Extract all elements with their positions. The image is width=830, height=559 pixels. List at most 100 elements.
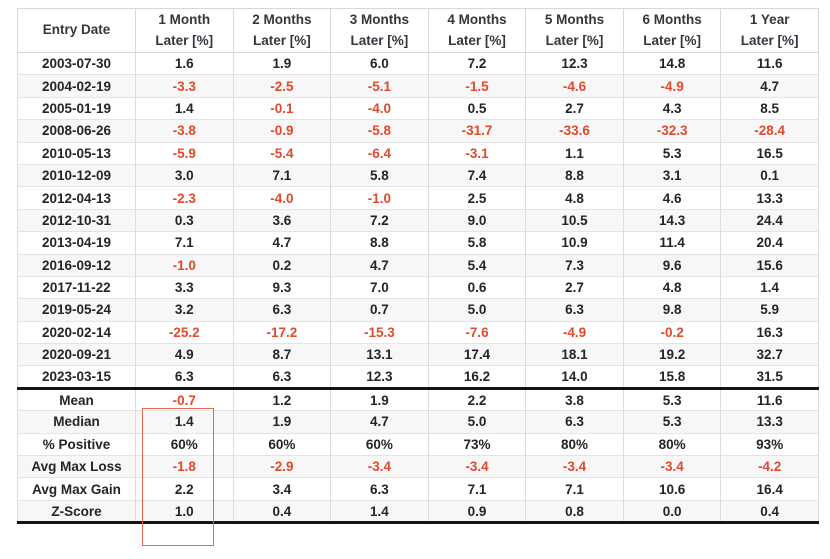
- return-value-cell: 10.5: [525, 208, 624, 232]
- entry-date-cell: 2010-12-09: [17, 163, 136, 187]
- column-header: 2 Months Later [%]: [232, 8, 332, 53]
- return-value-cell: 14.0: [525, 365, 624, 389]
- summary-value-cell: 0.0: [622, 499, 722, 523]
- summary-value-cell: 2.2: [427, 386, 527, 411]
- summary-value-cell: 73%: [427, 432, 527, 456]
- return-value-cell: 18.1: [525, 343, 624, 366]
- entry-date-cell: 2020-02-14: [17, 320, 136, 344]
- return-value-cell: 1.6: [135, 51, 234, 75]
- return-value-cell: 4.9: [135, 343, 234, 366]
- return-value-cell: 8.7: [232, 343, 332, 366]
- return-value-cell: 4.8: [622, 275, 722, 299]
- return-value-cell: 2.5: [427, 186, 527, 210]
- return-value-cell: 3.6: [232, 208, 332, 232]
- return-value-cell: 4.7: [232, 231, 332, 255]
- return-value-cell: -7.6: [427, 320, 527, 344]
- summary-value-cell: -3.4: [330, 455, 429, 478]
- summary-value-cell: 11.6: [720, 386, 819, 411]
- summary-value-cell: 1.4: [135, 410, 234, 434]
- return-value-cell: 6.3: [525, 298, 624, 322]
- summary-value-cell: 80%: [525, 432, 624, 456]
- summary-value-cell: -4.2: [720, 455, 819, 478]
- return-value-cell: 0.2: [232, 253, 332, 277]
- table-row: 2020-09-21 4.9 8.7 13.1 17.4 18.1 19.2 32.7: [17, 343, 819, 366]
- summary-value-cell: 16.4: [720, 477, 819, 501]
- summary-value-cell: 5.3: [622, 410, 722, 434]
- column-header-line: Later [%]: [740, 32, 799, 48]
- return-value-cell: 5.8: [330, 163, 429, 187]
- return-value-cell: 7.2: [427, 51, 527, 75]
- table-row: 2019-05-24 3.2 6.3 0.7 5.0 6.3 9.8 5.9: [17, 298, 819, 322]
- summary-row: Z-Score 1.0 0.4 1.4 0.9 0.8 0.0 0.4: [17, 499, 819, 523]
- table-row: 2010-12-09 3.0 7.1 5.8 7.4 8.8 3.1 0.1: [17, 163, 819, 187]
- return-value-cell: 5.0: [427, 298, 527, 322]
- return-value-cell: 1.4: [720, 275, 819, 299]
- return-value-cell: 9.3: [232, 275, 332, 299]
- return-value-cell: -2.5: [232, 74, 332, 98]
- summary-value-cell: -3.4: [622, 455, 722, 478]
- return-value-cell: 14.8: [622, 51, 722, 75]
- table-row: 2012-04-13 -2.3 -4.0 -1.0 2.5 4.8 4.6 13.3: [17, 186, 819, 210]
- summary-value-cell: 3.8: [525, 386, 624, 411]
- return-value-cell: 32.7: [720, 343, 819, 366]
- column-header: 4 Months Later [%]: [427, 8, 527, 53]
- entry-date-cell: 2020-09-21: [17, 343, 136, 366]
- return-value-cell: 6.3: [232, 298, 332, 322]
- entry-date-header: Entry Date: [17, 8, 136, 53]
- column-header: 1 Month Later [%]: [135, 8, 234, 53]
- summary-value-cell: 0.4: [720, 499, 819, 523]
- return-value-cell: 1.4: [135, 96, 234, 120]
- table-row: 2003-07-30 1.6 1.9 6.0 7.2 12.3 14.8 11.6: [17, 51, 819, 75]
- table-row: 2013-04-19 7.1 4.7 8.8 5.8 10.9 11.4 20.4: [17, 231, 819, 255]
- return-value-cell: 7.3: [525, 253, 624, 277]
- return-value-cell: -4.6: [525, 74, 624, 98]
- return-value-cell: 0.6: [427, 275, 527, 299]
- forward-returns-table: Entry Date 1 Month Later [%] 2 Months Later…: [17, 8, 819, 525]
- return-value-cell: -3.8: [135, 119, 234, 143]
- return-value-cell: 0.7: [330, 298, 429, 322]
- entry-date-cell: 2010-05-13: [17, 141, 136, 165]
- summary-row-label: Avg Max Gain: [17, 477, 136, 501]
- return-value-cell: -6.4: [330, 141, 429, 165]
- return-value-cell: 3.2: [135, 298, 234, 322]
- return-value-cell: -1.5: [427, 74, 527, 98]
- return-value-cell: 5.3: [622, 141, 722, 165]
- return-value-cell: 11.6: [720, 51, 819, 75]
- summary-value-cell: 4.7: [330, 410, 429, 434]
- return-value-cell: -4.9: [622, 74, 722, 98]
- return-value-cell: 9.0: [427, 208, 527, 232]
- return-value-cell: 13.3: [720, 186, 819, 210]
- return-value-cell: 9.8: [622, 298, 722, 322]
- return-value-cell: -0.9: [232, 119, 332, 143]
- column-header-line: Later [%]: [448, 32, 506, 48]
- return-value-cell: 13.1: [330, 343, 429, 366]
- return-value-cell: -0.1: [232, 96, 332, 120]
- return-value-cell: 15.6: [720, 253, 819, 277]
- entry-date-cell: 2016-09-12: [17, 253, 136, 277]
- return-value-cell: 0.1: [720, 163, 819, 187]
- column-header-line: Later [%]: [350, 32, 409, 48]
- return-value-cell: 7.4: [427, 163, 527, 187]
- return-value-cell: 4.7: [720, 74, 819, 98]
- summary-value-cell: 6.3: [330, 477, 429, 501]
- return-value-cell: 16.5: [720, 141, 819, 165]
- return-value-cell: -4.0: [232, 186, 332, 210]
- column-header-line: 6 Months: [642, 12, 702, 28]
- table-row: 2020-02-14 -25.2 -17.2 -15.3 -7.6 -4.9 -0.2 16.…: [17, 320, 819, 344]
- summary-value-cell: -1.8: [135, 455, 234, 478]
- table-row: 2010-05-13 -5.9 -5.4 -6.4 -3.1 1.1 5.3 16.5: [17, 141, 819, 165]
- summary-value-cell: 0.4: [232, 499, 332, 523]
- summary-row: Median 1.4 1.9 4.7 5.0 6.3 5.3 13.3: [17, 410, 819, 434]
- column-header-line: 5 Months: [544, 12, 605, 28]
- summary-row-label: Z-Score: [17, 499, 136, 523]
- summary-value-cell: 1.4: [330, 499, 429, 523]
- return-value-cell: -33.6: [525, 119, 624, 143]
- summary-value-cell: 1.2: [232, 386, 332, 411]
- summary-row-label: % Positive: [17, 432, 136, 456]
- entry-date-cell: 2019-05-24: [17, 298, 136, 322]
- return-value-cell: -5.4: [232, 141, 332, 165]
- return-value-cell: 11.4: [622, 231, 722, 255]
- column-header-line: 1 Year: [749, 12, 790, 28]
- entry-date-cell: 2012-10-31: [17, 208, 136, 232]
- return-value-cell: -5.1: [330, 74, 429, 98]
